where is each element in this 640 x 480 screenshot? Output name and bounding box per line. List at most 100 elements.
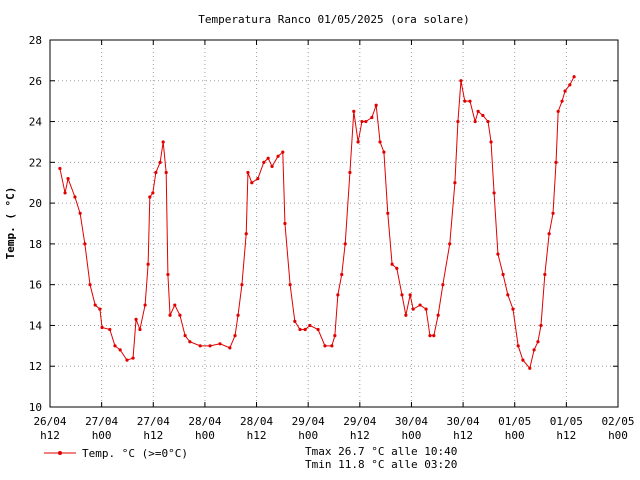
point [506,293,510,297]
point [288,283,292,287]
point [418,303,422,307]
point [489,140,493,144]
point [98,307,102,311]
point [390,262,394,266]
y-tick-label: 18 [29,238,42,251]
point [138,327,142,332]
point [441,283,445,287]
point [233,334,237,338]
y-tick-label: 14 [29,319,43,332]
point [563,89,567,93]
point [556,109,560,113]
point [148,195,152,199]
x-tick-label: 26/04 h12 [33,415,66,442]
point [83,242,87,246]
point [448,242,452,246]
point [539,323,543,328]
point [198,344,202,348]
point [476,109,480,113]
point [113,344,117,348]
point [560,99,564,103]
point [404,313,408,317]
point [228,346,232,350]
point [554,160,558,164]
point [333,334,337,338]
x-tick-label: 30/04 h12 [447,415,480,442]
point [134,317,138,321]
point [244,232,248,236]
point [516,344,520,348]
point [352,109,356,113]
point [511,307,515,311]
point [168,313,172,317]
point [183,334,187,338]
x-tick-label: 01/05 h12 [550,415,583,442]
point [88,283,92,287]
point [208,344,212,348]
point [521,358,525,362]
y-tick-label: 20 [29,197,42,210]
point [276,154,280,158]
legend-label: Temp. °C (>=0°C) [82,447,188,460]
point [395,266,399,270]
point [468,99,472,103]
point [432,334,436,338]
point [400,293,404,297]
point [336,293,340,297]
point [178,313,182,317]
plot-frame [49,39,619,408]
point [456,119,460,124]
point [158,160,162,164]
point [118,348,122,352]
point [262,160,266,164]
point [486,119,490,124]
y-tick-label: 26 [29,75,42,88]
y-tick-label: 28 [29,34,42,47]
point [283,221,287,226]
point [93,303,97,307]
point [348,170,352,175]
point [408,293,412,297]
x-tick-label: 27/04 h00 [85,415,118,442]
y-tick-label: 22 [29,156,42,169]
point [218,342,222,346]
point [436,313,440,317]
point [164,170,168,175]
y-tick-label: 10 [29,401,42,414]
point [246,170,250,175]
point [547,232,551,236]
point [161,140,165,144]
point [496,252,500,256]
point [473,119,477,124]
point [492,191,496,195]
point [382,150,386,154]
point [411,307,415,311]
y-axis-label: Temp. ( °C) [4,187,17,260]
annotation: Tmin 11.8 °C alle 03:20 [305,458,457,471]
y-tick-label: 12 [29,360,42,373]
annotation: Tmax 26.7 °C alle 10:40 [305,445,457,458]
x-tick-label: 27/04 h12 [137,415,170,442]
point [528,366,532,370]
point [281,150,285,154]
x-tick-label: 29/04 h00 [292,415,325,442]
legend-marker [58,451,62,455]
point [154,170,158,175]
point [131,356,135,360]
point [173,303,177,307]
point [73,195,77,199]
point [108,327,112,332]
point [166,272,170,277]
x-tick-label: 01/05 h00 [498,415,531,442]
point [481,113,485,118]
point [316,327,320,332]
point [78,211,82,215]
point [250,181,254,185]
point [270,164,274,169]
x-tick-label: 30/04 h00 [395,415,428,442]
chart-title: Temperatura Ranco 01/05/2025 (ora solare… [198,13,470,26]
y-tick-label: 16 [29,279,42,292]
x-tick-label: 28/04 h12 [240,415,273,442]
